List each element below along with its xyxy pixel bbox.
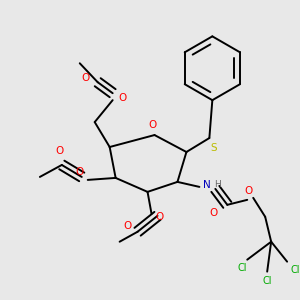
Text: O: O bbox=[155, 212, 164, 222]
Text: O: O bbox=[56, 146, 64, 156]
Text: O: O bbox=[76, 167, 84, 177]
Text: O: O bbox=[124, 221, 132, 231]
Text: H: H bbox=[214, 180, 221, 189]
Text: S: S bbox=[210, 143, 217, 153]
Text: Cl: Cl bbox=[262, 276, 272, 286]
Text: Cl: Cl bbox=[238, 262, 247, 273]
Text: O: O bbox=[148, 120, 157, 130]
Text: N: N bbox=[203, 180, 211, 190]
Text: O: O bbox=[209, 208, 218, 218]
Text: O: O bbox=[244, 186, 252, 196]
Text: Cl: Cl bbox=[290, 265, 300, 275]
Text: O: O bbox=[82, 73, 90, 83]
Text: O: O bbox=[118, 93, 127, 103]
